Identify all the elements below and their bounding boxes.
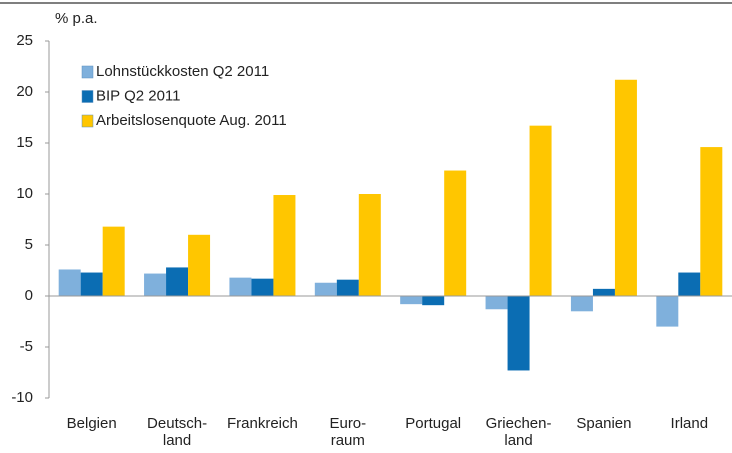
y-axis-label: % p.a. (55, 10, 98, 27)
x-tick-label: Euro-raum (329, 415, 366, 449)
bar (273, 195, 296, 296)
legend-label: Arbeitslosenquote Aug. 2011 (96, 112, 287, 129)
bar (314, 282, 337, 296)
bar (144, 273, 167, 296)
legend-label: Lohnstückkosten Q2 2011 (96, 63, 269, 80)
y-tick-label: 25 (16, 32, 33, 49)
x-tick-label: Portugal (405, 415, 461, 432)
y-tick-label: 5 (25, 236, 33, 253)
bar (592, 288, 615, 296)
bar (614, 79, 637, 296)
y-tick-label: -5 (20, 338, 33, 355)
legend-label: BIP Q2 2011 (96, 87, 181, 104)
bar (188, 234, 211, 296)
x-tick-label: Belgien (67, 415, 117, 432)
y-tick-label: -10 (11, 389, 33, 406)
bar (80, 272, 103, 296)
y-tick-label: 15 (16, 134, 33, 151)
bar (358, 194, 381, 296)
bar (58, 269, 81, 296)
bar (400, 296, 423, 305)
legend-swatch (81, 65, 94, 79)
bar (570, 296, 593, 312)
bar (529, 125, 552, 296)
bar (251, 278, 274, 296)
bar (422, 296, 445, 306)
y-tick-label: 10 (16, 185, 33, 202)
bar (656, 296, 679, 327)
bar (507, 296, 530, 371)
x-tick-label: Spanien (576, 415, 631, 432)
legend-swatch (81, 114, 94, 128)
y-tick-label: 20 (16, 83, 33, 100)
x-tick-label: Irland (671, 415, 709, 432)
bar (229, 277, 252, 296)
x-tick-label: Deutsch-land (147, 415, 207, 449)
x-tick-label: Frankreich (227, 415, 298, 432)
bar (678, 272, 701, 296)
y-tick-label: 0 (25, 287, 33, 304)
bar (336, 279, 359, 296)
legend-swatch (81, 90, 94, 103)
bar (166, 267, 189, 296)
x-tick-label: Griechen-land (486, 415, 552, 449)
bar (102, 226, 125, 296)
bar (485, 296, 508, 310)
bar (444, 170, 467, 296)
bar (700, 147, 723, 296)
